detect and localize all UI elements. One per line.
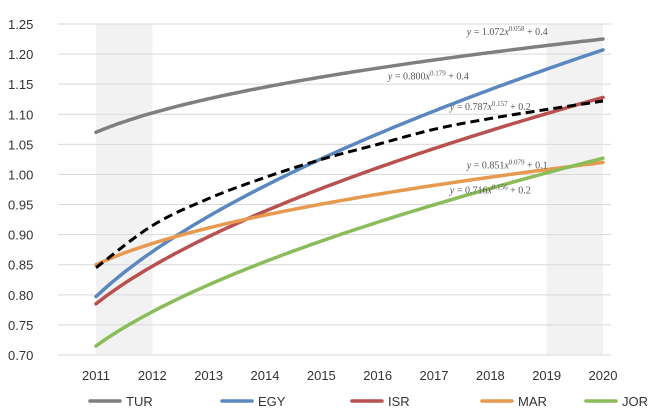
- y-tick-label: 0.80: [8, 288, 33, 303]
- legend-item-egy: EGY: [220, 394, 286, 409]
- series-line-tur: [94, 37, 605, 135]
- legend-item-tur: TUR: [88, 394, 153, 409]
- x-tick-label: 2019: [532, 368, 561, 383]
- legend: TUR EGY ISR MAR JOR: [88, 394, 648, 409]
- x-tick-label: 2017: [420, 368, 449, 383]
- y-tick-label: 0.70: [8, 348, 33, 363]
- series-line-jor: [94, 156, 605, 348]
- y-tick-label: 1.05: [8, 137, 33, 152]
- equation-isr: y = 0.787x0.157 + 0.2: [449, 100, 531, 113]
- x-tick-label: 2011: [82, 368, 110, 383]
- series-lines: [94, 37, 605, 348]
- equation-mar: y = 0.851x0.079 + 0.1: [466, 158, 548, 171]
- equation-annotations: y = 1.072x0.058 + 0.4 y = 0.800x0.179 + 0…: [387, 25, 548, 197]
- x-tick-label: 2012: [138, 368, 167, 383]
- series-line-isr: [94, 95, 605, 306]
- legend-label: ISR: [388, 394, 410, 409]
- y-tick-label: 0.95: [8, 198, 33, 213]
- x-tick-label: 2018: [476, 368, 505, 383]
- legend-label: EGY: [258, 394, 286, 409]
- equation-egy: y = 0.800x0.179 + 0.4: [387, 69, 469, 82]
- y-tick-label: 0.85: [8, 258, 33, 273]
- y-axis-ticks: 0.70 0.75 0.80 0.85 0.90 0.95 1.00 1.05 1.10 1.15…: [8, 17, 33, 363]
- legend-item-jor: JOR: [584, 394, 648, 409]
- x-tick-label: 2013: [194, 368, 223, 383]
- series-line-mar: [94, 160, 605, 267]
- series-line-trend-dashed: [95, 99, 604, 269]
- y-tick-label: 1.25: [8, 17, 33, 32]
- y-tick-label: 0.75: [8, 318, 33, 333]
- series-line-egy: [94, 48, 605, 299]
- legend-label: MAR: [518, 394, 547, 409]
- x-tick-label: 2015: [307, 368, 336, 383]
- equation-jor: y = 0.716x0.156 + 0.2: [449, 184, 531, 197]
- shaded-bands: [96, 24, 603, 355]
- equation-tur: y = 1.072x0.058 + 0.4: [466, 25, 548, 38]
- x-tick-label: 2016: [363, 368, 392, 383]
- y-tick-label: 0.90: [8, 228, 33, 243]
- y-tick-label: 1.15: [8, 77, 33, 92]
- legend-label: TUR: [126, 394, 153, 409]
- legend-item-mar: MAR: [480, 394, 547, 409]
- x-tick-label: 2020: [589, 368, 618, 383]
- y-tick-label: 1.00: [8, 167, 33, 182]
- x-tick-label: 2014: [251, 368, 280, 383]
- y-tick-label: 1.20: [8, 47, 33, 62]
- legend-item-isr: ISR: [350, 394, 410, 409]
- shaded-band-1: [96, 24, 153, 355]
- shaded-band-2: [546, 24, 603, 355]
- y-tick-label: 1.10: [8, 107, 33, 122]
- x-axis-ticks: 2011 2012 2013 2014 2015 2016 2017 2018 2019 2020: [82, 368, 617, 383]
- legend-label: JOR: [622, 394, 648, 409]
